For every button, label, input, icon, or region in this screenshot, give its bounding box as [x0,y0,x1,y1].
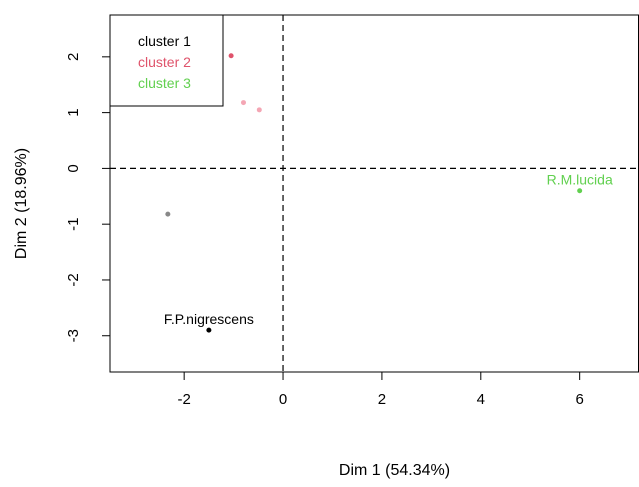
data-point [206,327,212,333]
data-point [228,53,234,59]
x-tick-label: 0 [279,391,287,408]
x-tick-label: -2 [177,391,190,408]
data-point [240,100,246,106]
data-point [256,107,262,113]
y-tick-label: 0 [65,164,82,172]
y-tick-label: -2 [65,273,82,286]
points-layer [165,53,583,333]
y-tick-label: 2 [65,53,82,61]
x-tick-label: 2 [378,391,386,408]
legend-entry: cluster 1 [138,33,191,49]
x-tick-label: 4 [477,391,485,408]
y-tick-label: 1 [65,108,82,116]
reference-lines-layer [110,15,639,372]
legend-entry: cluster 2 [138,54,191,70]
legend: cluster 1 cluster 2 cluster 3 [109,14,224,107]
point-label: F.P.nigrescens [164,311,254,327]
x-axis-title: Dim 1 (54.34%) [339,462,450,479]
y-axis: -3 -2 -1 0 1 2 [65,53,110,342]
x-tick-label: 6 [576,391,584,408]
y-axis-title: Dim 2 (18.96%) [13,148,30,259]
y-tick-label: -1 [65,218,82,231]
point-label: R.M.lucida [547,172,613,188]
data-point [577,188,583,194]
x-axis: -2 0 2 4 6 [177,372,584,408]
data-point [165,211,171,217]
legend-entry: cluster 3 [138,75,191,91]
y-tick-label: -3 [65,329,82,342]
legend-box [109,14,224,107]
